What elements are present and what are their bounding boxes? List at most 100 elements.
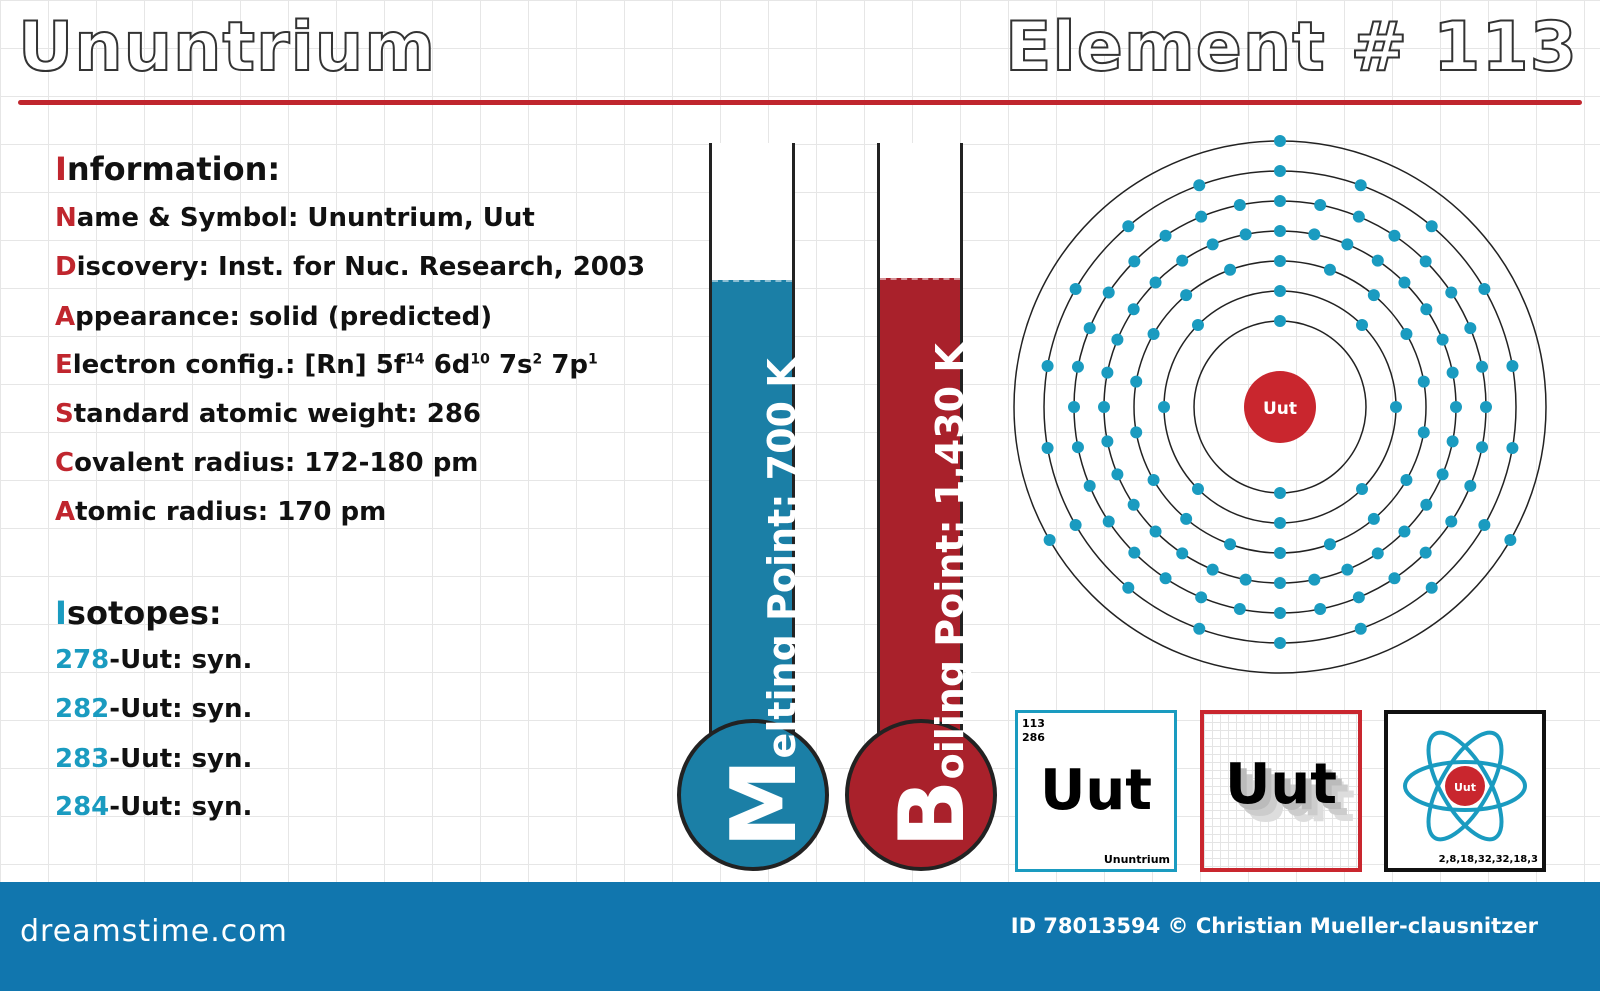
electron	[1354, 179, 1367, 192]
ec-label: Electron config.: [Rn] 5f	[55, 350, 406, 380]
electron	[1371, 547, 1384, 560]
electron	[1274, 547, 1286, 559]
electron	[1419, 546, 1432, 559]
ec-sup: 2	[532, 351, 543, 368]
electron	[1083, 322, 1096, 335]
electron	[1191, 318, 1204, 331]
atom-orbit-icon: Uut	[1403, 730, 1527, 842]
ec-sup: 1	[588, 351, 598, 368]
electron	[1083, 479, 1096, 492]
electron	[1041, 441, 1054, 454]
discovery: Discovery: Inst. for Nuc. Research, 2003	[55, 252, 646, 282]
electron	[1274, 607, 1286, 619]
electron	[1128, 255, 1141, 268]
electron	[1127, 498, 1140, 511]
isotope-rest: -Uut: syn.	[109, 645, 253, 675]
melting-bulb	[677, 719, 829, 871]
element-name-title: Ununtrium	[17, 7, 437, 88]
boiling-bulb	[845, 719, 997, 871]
electron	[1069, 519, 1082, 531]
electron	[1233, 198, 1246, 211]
melting-fill	[712, 280, 792, 803]
electron	[1180, 289, 1193, 302]
isotope-item: 284-Uut: syn.	[55, 792, 252, 822]
electron	[1445, 286, 1458, 299]
atomic-radius: Atomic radius: 170 pm	[55, 497, 387, 527]
title-underline	[18, 100, 1582, 105]
electron	[1398, 276, 1411, 289]
electron	[1068, 401, 1080, 413]
long-shadow-card: Uut	[1200, 710, 1362, 872]
electron	[1149, 276, 1162, 289]
electron	[1400, 328, 1413, 340]
electron	[1193, 179, 1206, 192]
electron	[1480, 401, 1492, 413]
electron	[1323, 263, 1336, 276]
covalent-radius: Covalent radius: 172-180 pm	[55, 448, 479, 478]
tile-weight: 286	[1022, 731, 1045, 744]
electron	[1147, 474, 1160, 486]
electron	[1388, 572, 1401, 585]
electron	[1506, 441, 1519, 454]
electron	[1176, 547, 1189, 560]
electron	[1274, 195, 1286, 207]
electron	[1159, 572, 1172, 585]
electron	[1352, 591, 1365, 604]
electron	[1274, 255, 1286, 267]
electron	[1417, 426, 1430, 439]
electron	[1111, 333, 1124, 346]
ec-part: 7s	[489, 350, 533, 380]
tile-number: 113	[1022, 717, 1045, 730]
electron	[1130, 426, 1143, 439]
electron	[1193, 622, 1206, 635]
nucleus-symbol: Uut	[1263, 399, 1297, 419]
nucleus	[1244, 371, 1316, 443]
electron	[1478, 519, 1491, 531]
electron	[1445, 515, 1458, 528]
electron	[1274, 517, 1286, 529]
electron	[1149, 525, 1162, 538]
electron	[1101, 435, 1114, 448]
electron	[1122, 220, 1135, 233]
electron	[1476, 441, 1489, 454]
boiling-point-label: Boiling Point: 1,430 K	[880, 343, 985, 848]
electron	[1420, 303, 1433, 316]
electron	[1130, 375, 1143, 388]
electron	[1043, 534, 1056, 546]
shadow-symbol: Uut	[1224, 752, 1338, 817]
electron	[1367, 289, 1380, 302]
melting-thermometer-tube	[709, 143, 795, 803]
electron	[1122, 581, 1135, 594]
electron	[1341, 563, 1354, 576]
electron	[1098, 401, 1110, 413]
appearance: Appearance: solid (predicted)	[55, 302, 493, 332]
atomic-weight: Standard atomic weight: 286	[55, 399, 481, 429]
isotope-mass: 282	[55, 694, 110, 724]
electron	[1191, 483, 1204, 496]
ec-sup: 14	[405, 351, 425, 368]
electron	[1127, 303, 1140, 316]
electron	[1314, 198, 1327, 211]
electron	[1398, 525, 1411, 538]
electron	[1224, 263, 1237, 276]
electron	[1446, 366, 1459, 379]
electron	[1420, 498, 1433, 511]
electron	[1354, 622, 1367, 635]
isotope-item: 282-Uut: syn.	[55, 694, 252, 724]
shell-config: 2,8,18,32,32,18,3	[1438, 854, 1538, 865]
electron	[1504, 534, 1517, 546]
electron	[1102, 515, 1115, 528]
electron	[1102, 286, 1115, 299]
ec-part: 7p	[542, 350, 589, 380]
electron	[1206, 563, 1219, 576]
brand-logo: dreamstime.com	[20, 914, 288, 949]
electron	[1417, 375, 1430, 388]
electron	[1180, 512, 1193, 525]
footer-bar: dreamstime.com ID 78013594 © Christian M…	[0, 882, 1600, 991]
isotope-item: 278-Uut: syn.	[55, 645, 252, 675]
electron	[1176, 254, 1189, 267]
periodic-tile-card: 113 286 Uut Ununtrium	[1015, 710, 1177, 872]
atom-icon-symbol: Uut	[1454, 781, 1476, 794]
electron	[1390, 401, 1402, 413]
electron	[1071, 360, 1084, 373]
